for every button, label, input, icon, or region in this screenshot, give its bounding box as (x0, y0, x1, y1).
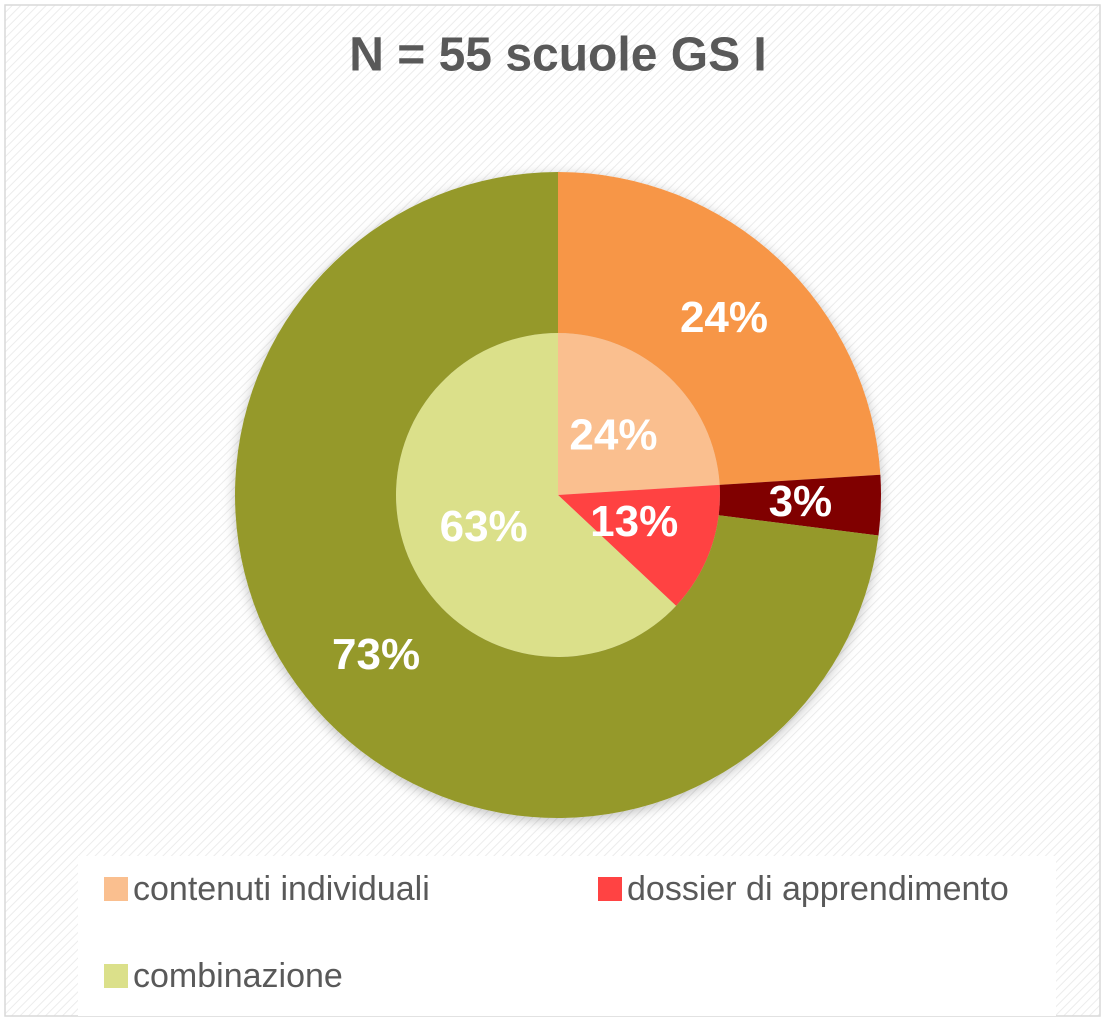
label-group: 24% 13% 63% 24% 3% 73% (332, 293, 832, 679)
legend-label: dossier di apprendimento (627, 870, 1009, 908)
pie-slice (718, 474, 881, 536)
data-label: 63% (440, 502, 528, 551)
legend-swatch (598, 877, 622, 901)
legend-swatch (104, 877, 128, 901)
legend-label: contenuti individuali (133, 870, 430, 908)
data-label: 13% (590, 497, 678, 546)
chart-title: N = 55 scuole GS I (349, 29, 767, 82)
pie-slice (395, 333, 677, 657)
pie-slice (558, 172, 881, 485)
data-label: 73% (332, 630, 420, 679)
data-label: 24% (680, 293, 768, 342)
legend-swatch (104, 964, 128, 988)
pie-slice (234, 172, 879, 819)
pie-slice (558, 484, 721, 606)
data-label: 3% (769, 477, 833, 526)
legend: contenuti individuali dossier di apprendi… (104, 870, 1009, 995)
legend-background (78, 856, 1056, 1016)
data-label: 24% (569, 411, 657, 460)
pie-group (234, 172, 881, 819)
legend-label: combinazione (133, 957, 343, 995)
pie-slice (558, 333, 720, 495)
